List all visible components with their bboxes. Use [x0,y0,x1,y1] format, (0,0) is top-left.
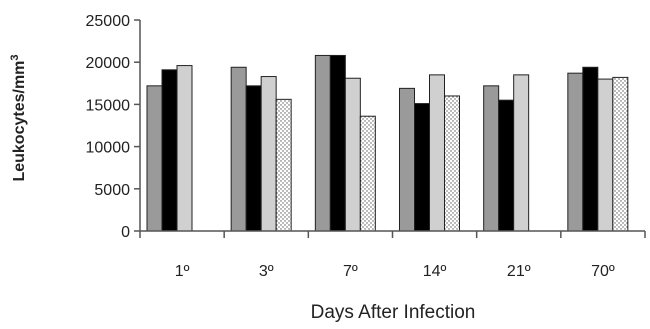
bar [498,99,515,232]
y-tick-label: 5000 [94,182,130,199]
y-tick-label: 15000 [86,97,131,114]
bar [513,74,530,232]
y-tick-label: 25000 [86,13,131,30]
x-tick-label: 3º [259,263,274,280]
x-axis: 1º 3º 7º 14º 21º 70º [139,230,646,280]
bar [245,85,262,232]
bar [260,76,277,232]
bar [582,66,599,232]
bar [230,66,247,232]
bar [429,74,445,232]
bar [344,77,361,232]
bar [399,87,415,232]
x-tick-label: 7º [343,263,358,280]
plot-area [146,54,629,232]
bar [176,65,193,232]
x-tick-label: 14º [423,263,447,280]
bar [483,85,500,232]
bar [444,95,460,232]
y-tick-label: 20000 [86,55,131,72]
bar [414,103,430,232]
bar [567,72,584,232]
x-axis-label: Days After Infection [311,302,476,323]
y-axis-label: Leukocytes/mm3 [9,54,28,181]
bar [161,69,178,232]
x-tick-label: 21º [507,263,531,280]
bar [597,78,614,232]
x-tick-label: 70º [591,263,615,280]
bar [146,85,163,232]
y-tick-label: 10000 [86,140,131,157]
bar [612,76,629,232]
bar [359,115,376,232]
y-axis: 0 5000 10000 15000 20000 25000 [86,13,141,241]
bar [275,98,292,232]
bar [329,54,346,232]
x-tick-label: 1º [175,263,190,280]
y-tick-label: 0 [121,224,130,241]
bar [314,54,331,232]
